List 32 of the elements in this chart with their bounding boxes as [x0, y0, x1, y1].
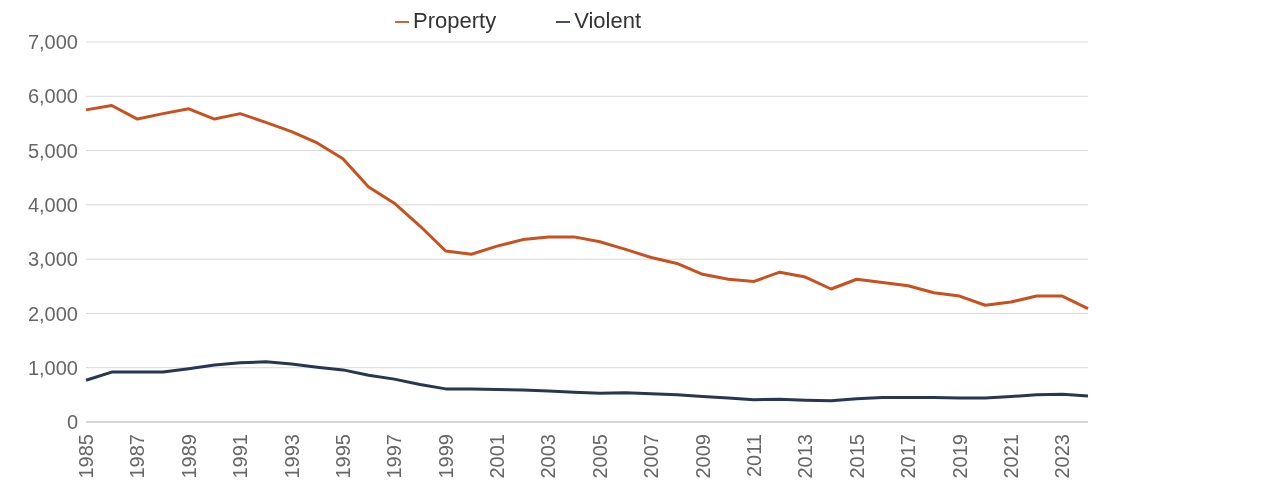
x-tick-label: 1995: [331, 434, 354, 479]
y-tick-label: 3,000: [27, 248, 78, 271]
y-tick-label: 6,000: [27, 85, 78, 108]
x-tick-label: 2019: [948, 434, 971, 479]
x-tick-label: 2021: [999, 434, 1022, 479]
x-tick-label: 1991: [229, 434, 252, 479]
y-tick-label: 0: [66, 411, 78, 434]
x-tick-label: 2023: [1051, 434, 1074, 479]
x-tick-label: 2005: [588, 434, 611, 479]
x-tick-label: 1999: [434, 434, 457, 479]
x-tick-label: 1993: [280, 434, 303, 479]
x-tick-label: 2009: [691, 434, 714, 479]
y-tick-label: 5,000: [27, 139, 78, 162]
x-tick-label: 1989: [177, 434, 200, 479]
x-tick-label: 2015: [845, 434, 868, 479]
legend-label: Property: [412, 8, 497, 33]
x-tick-label: 2011: [743, 434, 765, 478]
x-tick-label: 1985: [75, 434, 97, 479]
y-tick-label: 7,000: [27, 31, 78, 54]
x-tick-label: 2001: [486, 434, 509, 479]
line-series: [84, 360, 1090, 403]
x-tick-label: 2007: [640, 434, 663, 479]
y-tick-label: 2,000: [27, 302, 78, 325]
y-tick-label: 1,000: [27, 356, 78, 379]
y-tick-label: 4,000: [27, 193, 78, 216]
line-series: [84, 104, 1090, 311]
x-tick-label: 1997: [383, 434, 406, 479]
x-tick-label: 1987: [126, 434, 149, 479]
x-tick-label: 2003: [537, 434, 560, 479]
legend-label: Violent: [574, 8, 642, 33]
x-tick-label: 2017: [897, 434, 920, 479]
x-tick-label: 2013: [794, 434, 817, 479]
